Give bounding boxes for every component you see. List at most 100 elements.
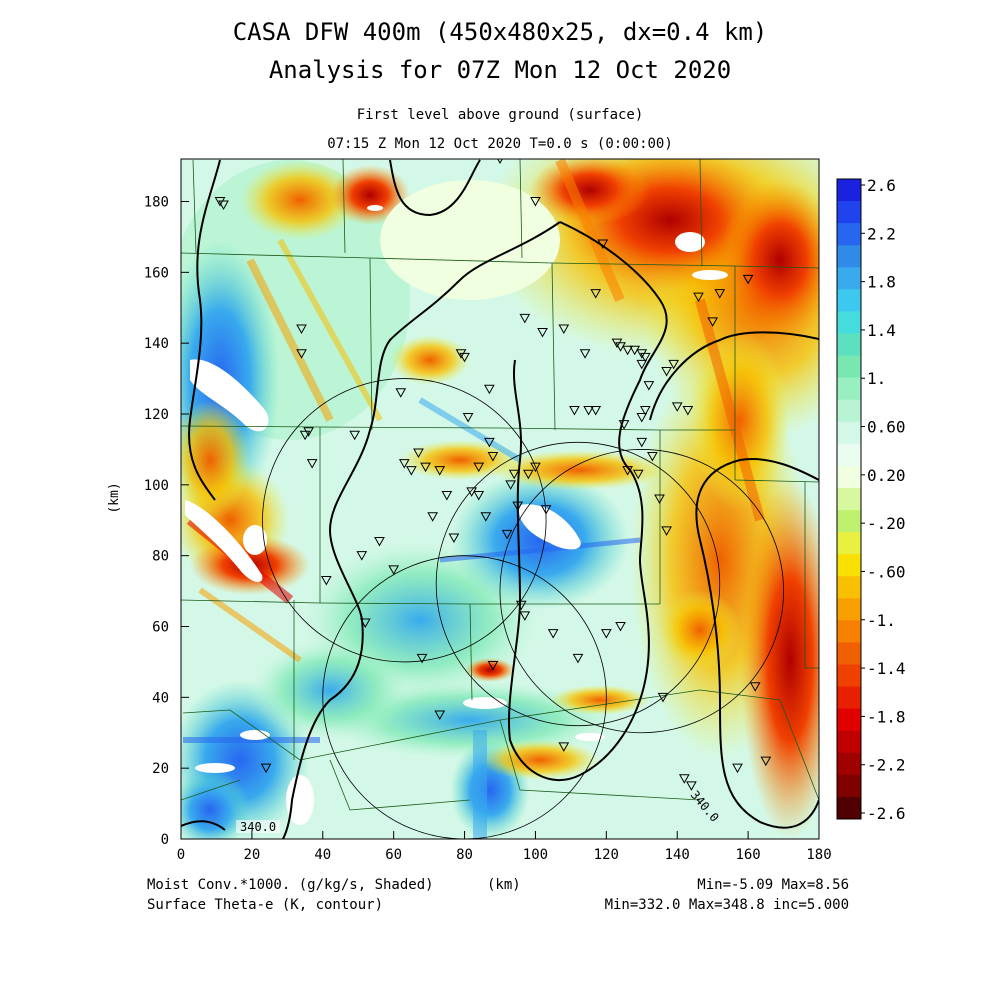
colorbar-swatch [837, 774, 861, 798]
station-marker [639, 405, 651, 416]
station-marker [306, 459, 318, 469]
colorbar-label: -.20 [867, 514, 906, 533]
station-marker [639, 352, 651, 363]
station-marker [583, 405, 594, 416]
station-marker [615, 622, 626, 632]
y-tick-label: 180 [144, 195, 169, 211]
colorbar-label: 2.2 [867, 224, 896, 243]
station-marker [693, 292, 704, 303]
colorbar-frame [836, 178, 862, 820]
station-marker [636, 437, 648, 448]
colorbar-swatch [837, 730, 861, 754]
station-marker [480, 512, 492, 522]
colorbar-label: -1.8 [867, 707, 906, 726]
x-axis-label: (km) [487, 877, 521, 893]
y-tick-label: 40 [152, 690, 169, 706]
radar-range-ring [499, 449, 784, 734]
colorbar-swatch [837, 377, 861, 401]
station-marker [459, 352, 470, 363]
x-tick-label: 160 [735, 847, 760, 863]
station-marker [441, 490, 453, 501]
y-axis: 0 20 40 60 80 100 120 140 160 180 [144, 195, 189, 848]
station-marker [303, 427, 314, 437]
analysis-time-title: Analysis for 07Z Mon 12 Oct 2020 [268, 56, 732, 84]
station-marker [537, 328, 548, 338]
colorbar-swatch [837, 554, 861, 577]
colorbar-swatch [837, 487, 861, 511]
station-marker [530, 462, 541, 473]
colorbar-label: -1. [867, 611, 896, 630]
station-marker [523, 469, 534, 480]
station-marker [484, 437, 495, 448]
colorbar-swatch [837, 289, 861, 312]
colorbar-swatch [837, 443, 861, 467]
station-marker [622, 345, 633, 356]
colorbar-swatch [837, 355, 861, 379]
colorbar-swatch [837, 421, 861, 445]
x-tick-label: 60 [385, 847, 402, 863]
colorbar-swatch [837, 576, 861, 599]
station-marker [569, 405, 580, 416]
station-marker [296, 349, 307, 359]
county-boundaries [181, 159, 819, 811]
colorbar-swatch [837, 179, 861, 202]
station-marker [420, 462, 431, 473]
colorbar-swatch [837, 267, 861, 290]
station-marker [501, 529, 513, 540]
colorbar-swatch [837, 399, 861, 423]
colorbar-swatch [837, 598, 861, 621]
plot-frame [180, 158, 820, 840]
x-tick-label: 100 [523, 847, 548, 863]
station-marker [388, 565, 400, 575]
colorbar-swatch [837, 510, 861, 533]
colorbar-label: 1.4 [867, 321, 896, 340]
station-marker [682, 405, 694, 416]
colorbar-swatch [837, 311, 861, 334]
colorbar-swatch [837, 465, 861, 489]
y-tick-label: 0 [161, 832, 169, 848]
station-marker [597, 239, 609, 250]
station-marker [540, 505, 552, 515]
station-marker [707, 317, 719, 327]
radar-range-ring [435, 441, 721, 727]
station-marker [742, 274, 754, 285]
colorbar-swatch [837, 245, 861, 268]
station-marker [487, 452, 499, 462]
shaded-field-label: Moist Conv.*1000. (g/kg/s, Shaded) [147, 877, 434, 893]
contour-min-max: Min=332.0 Max=348.8 inc=5.000 [604, 897, 849, 913]
station-marker [434, 710, 446, 721]
colorbar-swatch [837, 201, 861, 224]
station-marker [558, 324, 570, 335]
colorbar-label: 0.60 [867, 418, 906, 437]
station-marker [749, 682, 761, 692]
radar-range-ring [262, 378, 547, 663]
colorbar-label: 1. [867, 369, 886, 388]
station-marker [678, 774, 690, 784]
station-marker [462, 413, 474, 423]
station-marker [374, 537, 385, 547]
station-marker [519, 611, 531, 621]
colorbar-label: -1.4 [867, 659, 906, 678]
station-marker [395, 388, 407, 398]
station-marker [636, 413, 648, 423]
station-marker [668, 359, 680, 370]
station-marker [466, 487, 477, 497]
valid-time-subtitle: 07:15 Z Mon 12 Oct 2020 T=0.0 s (0:00:00… [327, 136, 673, 152]
station-marker [448, 533, 460, 543]
station-marker [320, 575, 332, 586]
station-marker [413, 448, 424, 458]
station-marker [356, 551, 368, 561]
station-marker [515, 600, 527, 611]
y-axis-label: (km) [107, 482, 122, 513]
shaded-min-max: Min=-5.09 Max=8.56 [697, 877, 849, 893]
colorbar-swatch [837, 532, 861, 555]
station-marker [590, 405, 602, 416]
station-marker [579, 349, 591, 359]
station-marker [558, 742, 570, 752]
station-marker [349, 430, 361, 441]
station-marker [547, 629, 559, 639]
station-marker [434, 466, 446, 476]
moist-convergence-field [181, 159, 819, 839]
y-tick-label: 20 [152, 761, 169, 777]
